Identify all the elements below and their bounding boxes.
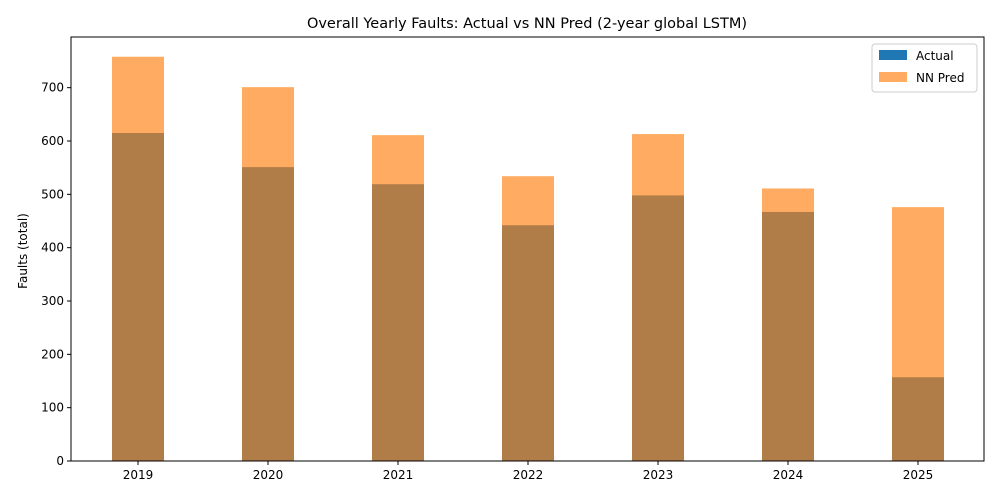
y-tick-label: 500 bbox=[41, 187, 64, 201]
x-axis-ticks: 2019 2020 2021 2022 2023 2024 2025 bbox=[123, 461, 934, 482]
legend: Actual NN Pred bbox=[871, 43, 978, 93]
chart-title: Overall Yearly Faults: Actual vs NN Pred… bbox=[307, 16, 747, 32]
y-tick-label: 300 bbox=[41, 294, 64, 308]
legend-label-actual: Actual bbox=[916, 49, 954, 63]
y-tick-label: 0 bbox=[56, 454, 64, 468]
bars-group bbox=[112, 56, 944, 462]
x-tick-label-2021: 2021 bbox=[383, 468, 414, 482]
bar-nn-pred-2024 bbox=[762, 188, 814, 461]
x-tick-label-2024: 2024 bbox=[773, 468, 804, 482]
bar-nn-pred-2021 bbox=[372, 135, 424, 461]
bar-nn-pred-2020 bbox=[242, 87, 294, 461]
legend-label-nn-pred: NN Pred bbox=[916, 71, 964, 85]
x-tick-label-2025: 2025 bbox=[903, 468, 934, 482]
x-tick-label-2023: 2023 bbox=[643, 468, 674, 482]
bar-nn-pred-2023 bbox=[632, 134, 684, 462]
y-tick-label: 400 bbox=[41, 241, 64, 255]
y-tick-label: 600 bbox=[41, 134, 64, 148]
y-tick-label: 700 bbox=[41, 81, 64, 95]
y-tick-label: 100 bbox=[41, 401, 64, 415]
x-tick-label-2019: 2019 bbox=[123, 468, 154, 482]
bar-nn-pred-2025 bbox=[892, 207, 944, 461]
bar-nn-pred-2019 bbox=[112, 56, 164, 461]
x-tick-label-2020: 2020 bbox=[253, 468, 284, 482]
x-tick-label-2022: 2022 bbox=[513, 468, 544, 482]
legend-swatch-nn-pred bbox=[879, 72, 907, 82]
y-axis-ticks: 0 100 200 300 400 500 600 700 bbox=[41, 81, 71, 468]
plot-frame bbox=[70, 36, 985, 462]
y-tick-label: 200 bbox=[41, 347, 64, 361]
y-axis-label: Faults (total) bbox=[16, 213, 30, 289]
legend-swatch-actual bbox=[879, 50, 907, 60]
bar-nn-pred-2022 bbox=[502, 176, 554, 461]
